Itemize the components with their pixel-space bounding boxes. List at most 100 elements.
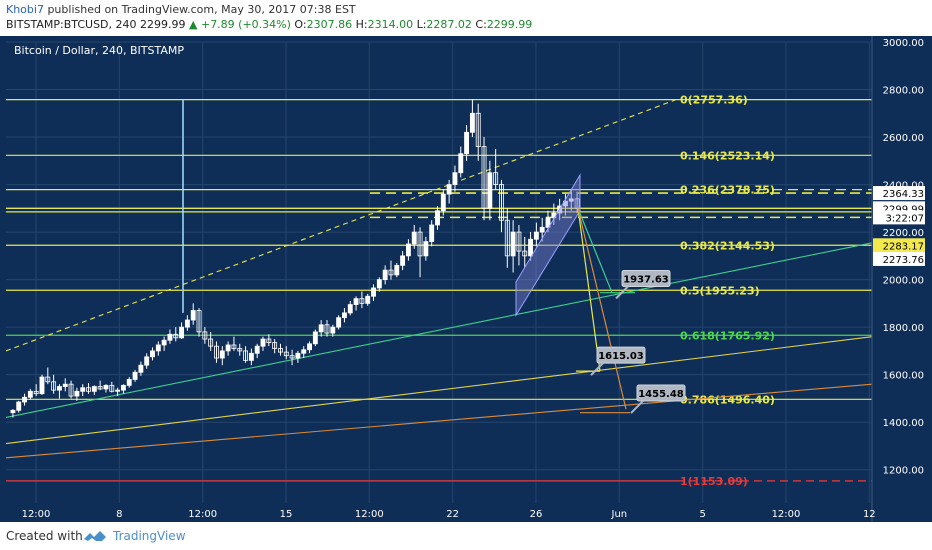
candle-body [353, 298, 359, 305]
candle-body [109, 384, 115, 392]
candle-body [27, 390, 33, 398]
projection-line [577, 208, 601, 372]
price-label-bg [873, 238, 925, 253]
candle-body [539, 226, 545, 233]
low-label: L: [416, 18, 427, 31]
candle-body [510, 231, 516, 257]
x-tick-label: 26 [530, 509, 543, 520]
target-callout-label: 1615.03 [598, 351, 644, 362]
high-value: 2314.00 [367, 18, 414, 31]
candle-body [469, 112, 475, 133]
candle-body [574, 198, 580, 209]
orange-trendline [5, 383, 873, 459]
x-tick-label: 12:00 [772, 509, 801, 520]
candle-body [150, 350, 155, 358]
candle-body [208, 338, 214, 347]
candle-body [173, 333, 179, 339]
published-text: published on TradingView.com, May 30, 20… [47, 3, 356, 16]
candle-body [161, 339, 167, 346]
candle-body [458, 153, 464, 174]
candle-body [417, 231, 423, 257]
candle-body [429, 224, 435, 243]
candle-body [312, 331, 318, 345]
green-trendline [5, 242, 873, 418]
x-tick-label: 8 [116, 509, 122, 520]
x-tick-label: 5 [699, 509, 705, 520]
yellow-trendline [5, 336, 873, 445]
x-tick-label: Jun [611, 509, 628, 520]
candle-body [365, 295, 371, 304]
candle-body [68, 383, 74, 397]
tradingview-logo-icon [84, 531, 106, 541]
candle-body [214, 345, 219, 359]
candle-body [103, 384, 109, 390]
candle-body [283, 351, 289, 357]
candle-body [336, 317, 342, 328]
candle-body [359, 298, 365, 304]
candle-body [278, 348, 283, 353]
high-label: H: [355, 18, 368, 31]
target-callout-label: 1937.63 [623, 274, 669, 285]
candle-body [184, 319, 190, 328]
x-tick-label: 22 [446, 509, 459, 520]
price-labels: 2364.33 2299.993:22:07 2283.17 2273.76 [873, 186, 925, 266]
target-callout-pointer [630, 400, 644, 414]
target-callout-box [596, 346, 646, 364]
candle-body [528, 238, 533, 257]
projection-line [577, 208, 627, 410]
x-tick-label: 12 [863, 509, 876, 520]
price-label-bg [873, 210, 925, 225]
y-tick-label: 1200.00 [883, 466, 924, 477]
candle-body [179, 326, 185, 339]
target-callout-box [621, 269, 671, 287]
quote-line: BITSTAMP:BTCUSD, 240 2299.99 ▲ +7.89 (+0… [6, 18, 532, 31]
candle-body [568, 198, 574, 202]
time-axis[interactable]: 12:00 8 12:00 15 12:00 22 26 Jun 5 12:00 12 [22, 509, 876, 520]
target-callout-pointer [615, 285, 629, 300]
footer: Created with TradingView [0, 522, 932, 550]
candle-body [504, 219, 510, 257]
y-tick-label: 3000.00 [883, 38, 924, 49]
candle-body [435, 210, 440, 226]
price-chart[interactable]: 0(2757.36) 0.146(2523.14) 0.236(2378.75) 0.… [0, 36, 932, 522]
candle-body [475, 112, 481, 147]
candle-body [39, 376, 45, 395]
created-with-text: Created with [6, 529, 83, 543]
candle-body [155, 344, 161, 352]
tradingview-brand[interactable]: TradingView [113, 529, 186, 543]
candle-body [516, 231, 522, 252]
candle-body [167, 333, 173, 341]
chart-grid [6, 41, 872, 503]
upper-dashed-trendline [5, 99, 677, 352]
y-tick-label: 2600.00 [883, 133, 924, 144]
candle-body [237, 348, 243, 352]
candle-body [295, 352, 301, 359]
candle-body [51, 381, 57, 391]
candle-body [266, 338, 272, 344]
candle-body [62, 383, 68, 387]
price-label-bg [873, 186, 925, 201]
price-label: 3:22:07 [885, 213, 924, 224]
open-value: 2307.86 [306, 18, 353, 31]
open-label: O: [294, 18, 307, 31]
candle-body [318, 324, 324, 333]
candle-body [225, 344, 231, 352]
author-link[interactable]: Khobi7 [6, 3, 44, 16]
fib-label: 0.5(1955.23) [680, 284, 760, 297]
fib-label: 0(2757.36) [680, 94, 748, 107]
candle-body [254, 345, 260, 354]
candle-body [144, 356, 150, 366]
candle-body [22, 396, 27, 403]
candle-body [120, 384, 126, 391]
candle-body [45, 376, 51, 383]
last-price: 2299.99 [140, 18, 186, 31]
candle-body [248, 352, 254, 361]
candle-body [289, 355, 295, 359]
candle-body [16, 401, 22, 411]
candle-body [10, 409, 16, 414]
x-tick-label: 12:00 [355, 509, 384, 520]
chart-background [0, 36, 932, 522]
candle-body [382, 269, 388, 281]
candle-body [533, 231, 539, 240]
fib-label: 0.786(1496.40) [680, 393, 775, 406]
